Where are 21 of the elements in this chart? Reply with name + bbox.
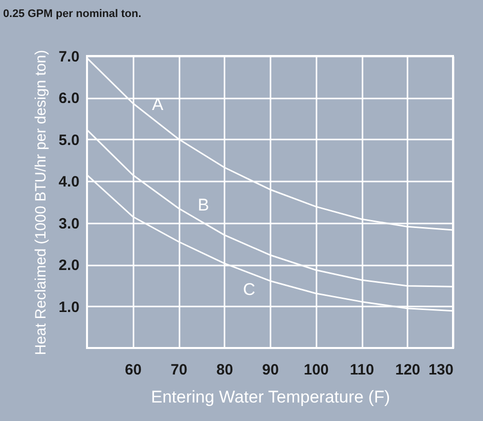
x-axis-title: Entering Water Temperature (F) xyxy=(150,388,390,406)
x-tick-label: 90 xyxy=(262,362,279,378)
series-label: A xyxy=(152,95,164,114)
chart-subtitle: 0.25 GPM per nominal ton. xyxy=(3,8,142,20)
y-axis-title: Heat Reclaimed (1000 BTU/hr per design ton) xyxy=(32,50,50,356)
series-label: B xyxy=(198,196,210,215)
x-tick-label: 100 xyxy=(304,362,329,378)
y-tick-label: 3.0 xyxy=(58,215,80,232)
y-tick-label: 7.0 xyxy=(58,48,80,66)
x-tick-label: 80 xyxy=(216,362,234,378)
y-tick-label: 1.0 xyxy=(58,298,80,316)
x-tick-label: 110 xyxy=(350,362,374,378)
y-tick-label: 6.0 xyxy=(58,90,80,108)
y-tick-label: 4.0 xyxy=(58,174,80,191)
y-tick-label: 5.0 xyxy=(58,132,80,149)
y-tick-label: 2.0 xyxy=(58,257,80,274)
x-tick-label: 60 xyxy=(124,362,142,378)
x-tick-label: 130 xyxy=(428,362,454,378)
x-tick-label: 120 xyxy=(395,362,420,378)
x-tick-label: 70 xyxy=(170,362,188,378)
series-label: C xyxy=(242,280,256,300)
